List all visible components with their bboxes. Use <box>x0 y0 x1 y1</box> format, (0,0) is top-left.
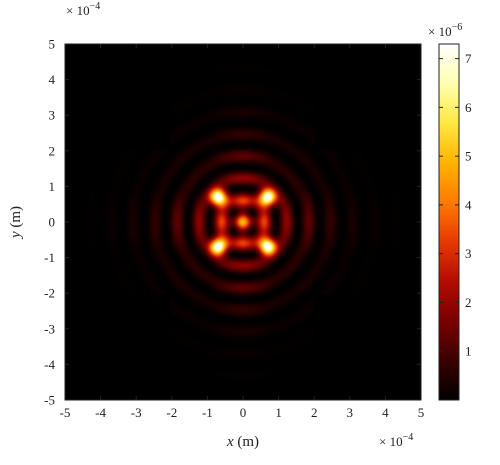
colorbar-tick-label: 6 <box>465 100 472 115</box>
y-tick-label: 3 <box>49 108 56 123</box>
y-tick-label: -4 <box>44 357 55 372</box>
x-tick-label: -1 <box>202 405 213 420</box>
y-tick-label: 4 <box>49 72 56 87</box>
x-tick-label: 2 <box>311 405 318 420</box>
colorbar-tick-label: 7 <box>465 51 472 66</box>
x-tick-label: -3 <box>131 405 142 420</box>
colorbar-tick-label: 2 <box>465 295 472 310</box>
x-tick-label: 4 <box>382 405 389 420</box>
x-axis-exponent: × 10−4 <box>379 432 413 449</box>
x-tick-label: -4 <box>95 405 106 420</box>
y-tick-label: -5 <box>44 393 55 408</box>
x-tick-label: 1 <box>275 405 282 420</box>
colorbar-tick-label: 1 <box>465 344 472 359</box>
x-tick-label: -5 <box>60 405 71 420</box>
y-axis-label: y (m) <box>8 206 24 240</box>
colorbar-gradient <box>439 44 459 400</box>
y-tick-label: 1 <box>49 179 56 194</box>
y-tick-label: 2 <box>49 143 56 158</box>
heatmap-image <box>65 44 421 400</box>
x-tick-label: -2 <box>166 405 177 420</box>
x-axis-label: x (m) <box>226 434 259 450</box>
x-tick-label: 5 <box>418 405 425 420</box>
y-tick-label: -3 <box>44 321 55 336</box>
y-tick-label: 5 <box>49 37 56 52</box>
y-tick-label: -2 <box>44 286 55 301</box>
colorbar-tick-label: 3 <box>465 246 472 261</box>
y-axis-exponent: × 10−4 <box>66 1 100 18</box>
y-tick-label: -1 <box>44 250 55 265</box>
colorbar-tick-label: 5 <box>465 149 472 164</box>
x-tick-label: 0 <box>240 405 247 420</box>
x-tick-label: 3 <box>347 405 354 420</box>
y-tick-label: 0 <box>49 215 56 230</box>
colorbar-tick-label: 4 <box>465 197 472 212</box>
colorbar-ticks: 1 2 3 4 5 6 7 <box>439 51 472 359</box>
plot-area <box>64 43 422 401</box>
colorbar-exponent: × 10−6 <box>428 22 462 39</box>
colorbar: 1 2 3 4 5 6 7 × 10−6 <box>428 22 472 401</box>
x-axis: -5 -4 -3 -2 -1 0 1 2 3 4 5 <box>60 44 425 420</box>
colorbar-frame <box>438 43 460 401</box>
y-axis: 5 4 3 2 1 0 -1 -2 -3 -4 -5 <box>44 37 421 408</box>
